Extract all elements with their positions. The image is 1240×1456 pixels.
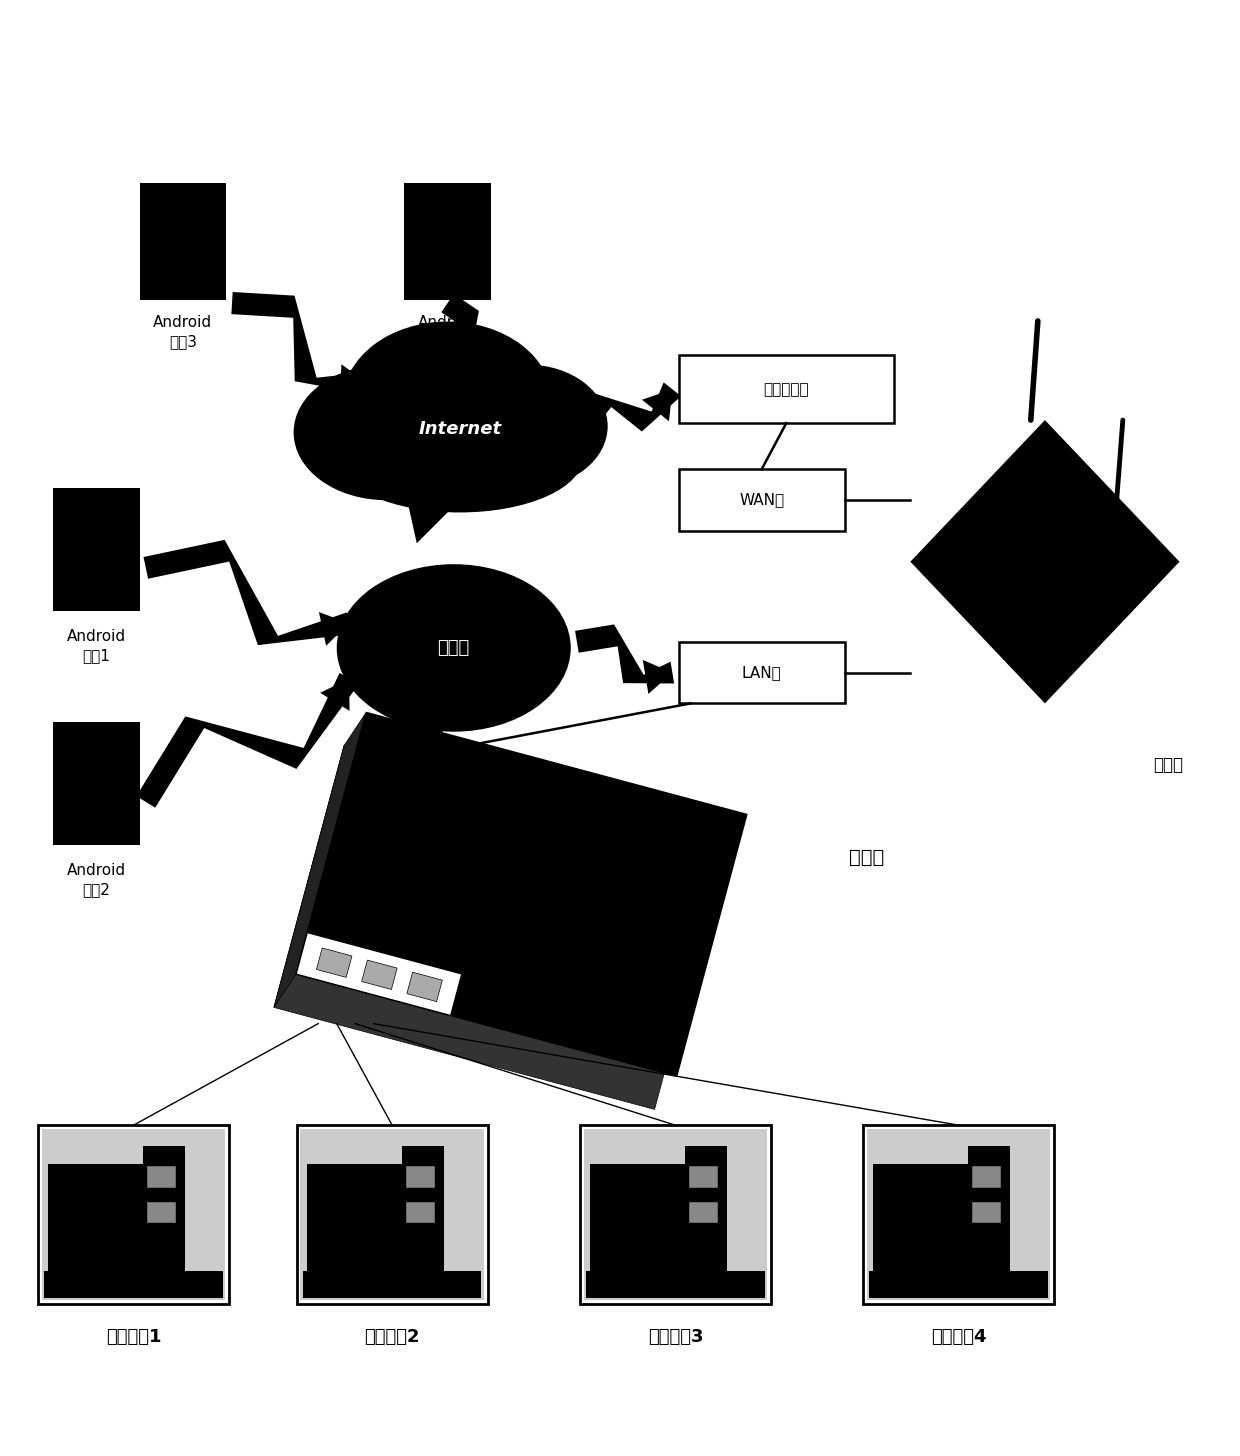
Bar	[405, 1166, 435, 1188]
Bar	[146, 1203, 176, 1223]
Polygon shape	[575, 625, 675, 683]
Bar	[873, 1163, 978, 1297]
Bar	[404, 183, 491, 300]
Bar	[869, 1271, 1048, 1297]
Polygon shape	[232, 293, 368, 395]
Bar	[968, 1146, 1011, 1297]
Text: Android
终端1: Android 终端1	[67, 629, 126, 662]
Bar	[306, 1163, 412, 1297]
Bar	[53, 722, 140, 844]
Text: 局域网: 局域网	[438, 639, 470, 657]
Bar	[678, 642, 844, 703]
Bar	[45, 1271, 223, 1297]
Text: 路由器: 路由器	[1153, 756, 1183, 775]
Ellipse shape	[294, 364, 479, 501]
Polygon shape	[910, 421, 1179, 703]
Bar	[972, 1203, 1002, 1223]
Polygon shape	[441, 294, 491, 380]
Polygon shape	[568, 383, 681, 440]
Polygon shape	[296, 712, 746, 1076]
Polygon shape	[642, 389, 672, 421]
Text: Internet: Internet	[418, 419, 501, 438]
Text: LAN口: LAN口	[742, 665, 781, 680]
Bar	[146, 1166, 176, 1188]
Polygon shape	[320, 678, 350, 711]
Bar	[972, 1166, 1002, 1188]
Bar	[53, 488, 140, 612]
Polygon shape	[404, 488, 466, 543]
Bar	[296, 1125, 487, 1303]
Polygon shape	[407, 973, 443, 1002]
Bar	[405, 1203, 435, 1223]
Bar	[688, 1166, 718, 1188]
Ellipse shape	[343, 322, 552, 482]
Text: 数控机床4: 数控机床4	[931, 1328, 987, 1347]
Bar	[38, 1125, 229, 1303]
Text: 数控机床1: 数控机床1	[105, 1328, 161, 1347]
Polygon shape	[136, 673, 358, 808]
Bar	[678, 355, 894, 424]
Polygon shape	[642, 660, 672, 695]
Polygon shape	[453, 341, 485, 371]
Bar	[402, 1146, 444, 1297]
Text: Android
终端2: Android 终端2	[67, 863, 126, 897]
Ellipse shape	[337, 402, 583, 513]
Bar	[48, 1163, 153, 1297]
Polygon shape	[316, 948, 352, 977]
Ellipse shape	[331, 402, 479, 501]
Polygon shape	[419, 690, 460, 744]
Bar	[42, 1128, 226, 1300]
Bar	[140, 183, 226, 300]
Ellipse shape	[448, 364, 608, 488]
Bar	[684, 1146, 727, 1297]
Polygon shape	[274, 712, 366, 1008]
Bar	[678, 469, 844, 531]
Polygon shape	[362, 960, 397, 990]
Polygon shape	[296, 932, 461, 1016]
Ellipse shape	[337, 563, 570, 732]
Polygon shape	[144, 540, 351, 645]
Text: Android
终端4: Android 终端4	[418, 316, 477, 349]
Text: 数控机床3: 数控机床3	[647, 1328, 703, 1347]
Bar	[867, 1128, 1050, 1300]
Polygon shape	[319, 612, 348, 646]
Bar	[300, 1128, 484, 1300]
Bar	[143, 1146, 185, 1297]
Bar	[863, 1125, 1054, 1303]
Bar	[688, 1203, 718, 1223]
Text: WAN口: WAN口	[739, 492, 784, 508]
Polygon shape	[274, 745, 724, 1109]
Bar	[580, 1125, 771, 1303]
Bar	[584, 1128, 768, 1300]
Bar	[303, 1271, 481, 1297]
Bar	[590, 1163, 694, 1297]
Text: Android
终端3: Android 终端3	[154, 316, 212, 349]
Text: 虚拟服务器: 虚拟服务器	[764, 381, 808, 397]
Text: 数控机床2: 数控机床2	[365, 1328, 420, 1347]
Polygon shape	[340, 364, 367, 399]
Bar	[587, 1271, 765, 1297]
Text: 交换机: 交换机	[848, 847, 884, 866]
